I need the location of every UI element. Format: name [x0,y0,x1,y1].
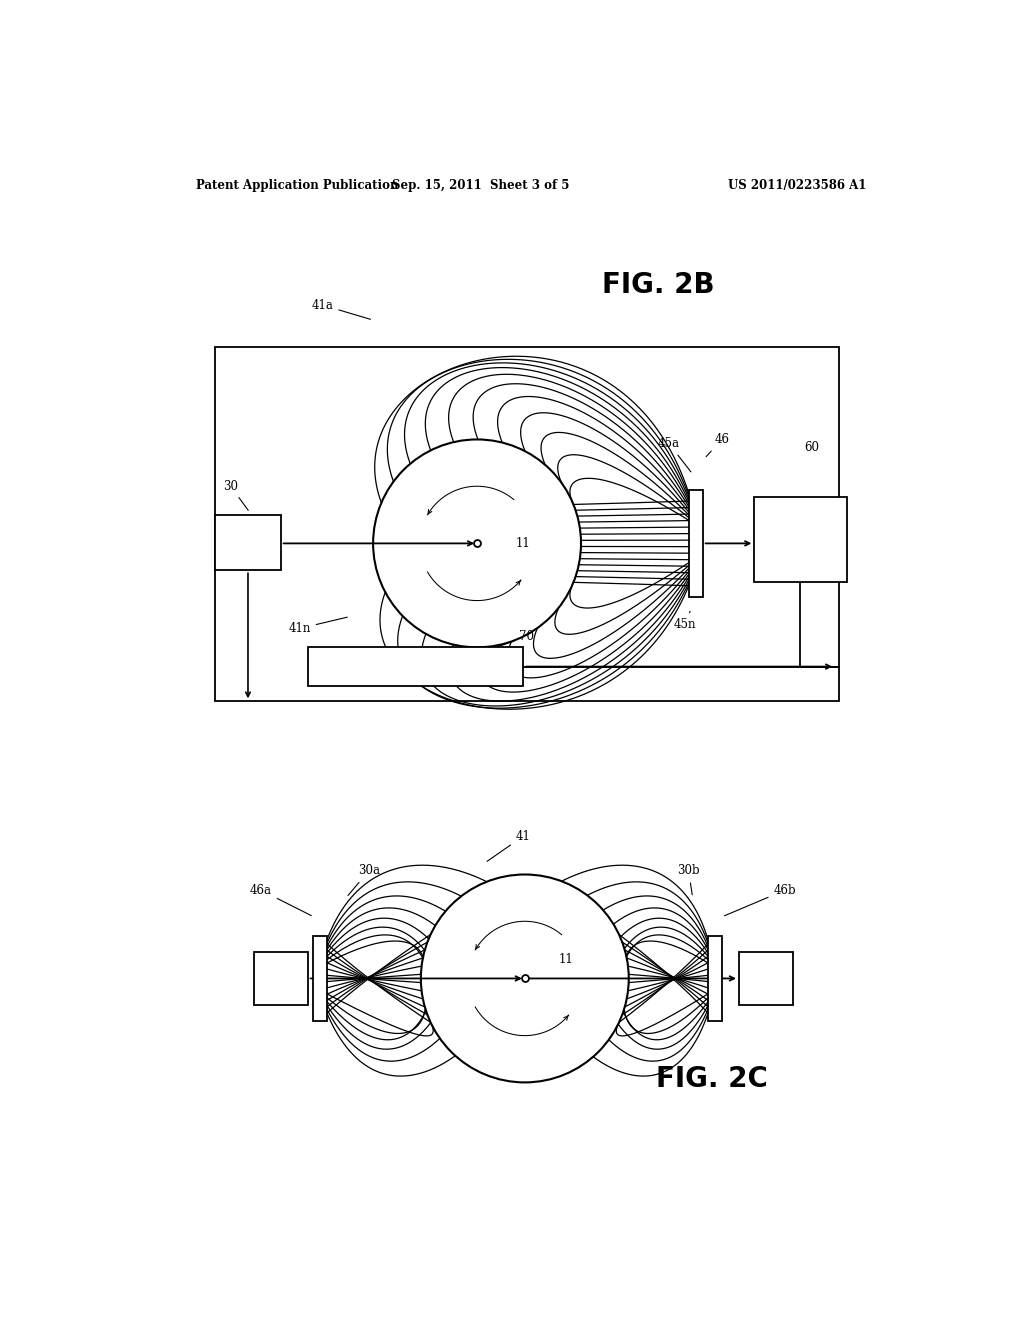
Circle shape [421,875,629,1082]
Text: Sep. 15, 2011  Sheet 3 of 5: Sep. 15, 2011 Sheet 3 of 5 [392,178,569,191]
Text: 45n: 45n [674,611,696,631]
Bar [215,347,839,701]
Bar [708,936,722,1020]
Text: 41a: 41a [311,298,371,319]
Bar [254,952,307,1006]
Text: 46: 46 [707,433,729,457]
Bar [755,498,847,582]
Text: 41n: 41n [289,618,347,635]
Text: 41: 41 [487,830,530,862]
Text: 70: 70 [457,630,535,661]
Bar [307,647,523,686]
Text: 11: 11 [558,953,573,966]
Text: 30: 30 [223,479,248,511]
Bar [215,515,281,570]
Circle shape [373,440,581,647]
Bar [689,490,702,598]
Text: 30b: 30b [677,865,699,895]
Text: 45a: 45a [658,437,691,473]
Text: FIG. 2C: FIG. 2C [656,1064,768,1093]
Text: 46b: 46b [725,884,796,916]
Text: Patent Application Publication: Patent Application Publication [196,178,398,191]
Text: 11: 11 [516,537,530,550]
Text: 30a: 30a [348,865,380,895]
Text: 60: 60 [805,441,819,454]
Bar [739,952,793,1006]
Text: US 2011/0223586 A1: US 2011/0223586 A1 [727,178,866,191]
Text: FIG. 2B: FIG. 2B [602,272,715,300]
Text: 46a: 46a [250,884,311,916]
Bar [313,936,327,1020]
